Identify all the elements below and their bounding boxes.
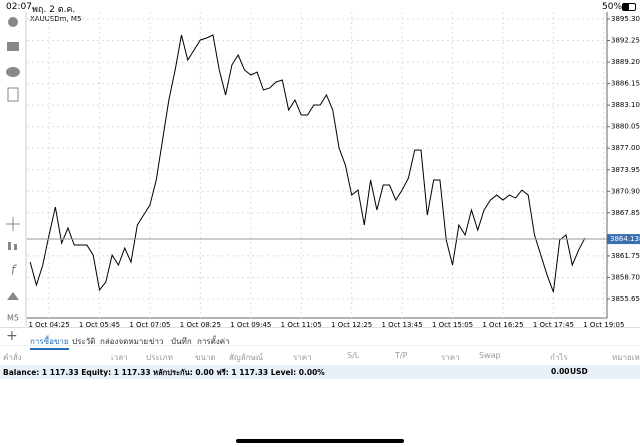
summary-row <box>0 365 640 379</box>
crosshair-icon[interactable] <box>6 217 20 231</box>
last-price-label: 3864.138 <box>610 235 640 243</box>
y-tick-label: 3855.650 <box>611 295 640 303</box>
y-tick-label: 3892.250 <box>611 37 640 45</box>
x-tick-label: 1 Oct 08:25 <box>180 321 221 329</box>
doc-icon[interactable] <box>7 87 19 102</box>
tab[interactable]: ประวัติ <box>72 337 96 346</box>
y-tick-label: 3870.900 <box>611 187 640 195</box>
add-button[interactable]: + <box>6 328 18 344</box>
timeframe-button[interactable]: M5 <box>7 314 19 323</box>
y-tick-label: 3877.000 <box>611 144 640 152</box>
x-tick-label: 1 Oct 09:45 <box>230 321 271 329</box>
x-tick-label: 1 Oct 07:05 <box>129 321 170 329</box>
summary-text: Balance: 1 117.33 Equity: 1 117.33 หลักป… <box>3 368 325 377</box>
column-header: หมายเหตุ <box>612 353 640 362</box>
toolbar[interactable]: f <box>6 17 20 300</box>
column-header: คำสั่ง <box>3 353 22 362</box>
column-header: เวลา <box>111 353 128 362</box>
battery-level: 50% <box>602 2 623 12</box>
x-tick-label: 1 Oct 19:05 <box>583 321 624 329</box>
column-header: กำไร <box>550 353 568 362</box>
column-header: ขนาด <box>195 353 216 362</box>
account-icon[interactable] <box>8 17 18 27</box>
x-tick-label: 1 Oct 05:45 <box>79 321 120 329</box>
tab[interactable]: บันทึก <box>171 337 192 346</box>
summary-currency: USD <box>570 367 588 376</box>
y-tick-label: 3886.150 <box>611 80 640 88</box>
tab[interactable]: การซื้อขาย <box>30 335 69 350</box>
tab[interactable]: ข่าว <box>149 337 164 346</box>
y-tick-label: 3889.200 <box>611 58 640 66</box>
chart-title: XAUUSDm, M5 <box>30 15 81 23</box>
y-tick-label: 3883.100 <box>611 101 640 109</box>
column-header: ราคา <box>293 353 312 362</box>
status-time: 02:07 <box>6 2 32 12</box>
divider <box>0 327 640 328</box>
y-tick-label: 3873.950 <box>611 166 640 174</box>
home-indicator <box>236 439 404 443</box>
column-header: ราคา <box>441 353 460 362</box>
summary-profit: 0.00 <box>551 367 570 376</box>
tab[interactable]: กล่องจดหมาย <box>100 337 149 346</box>
x-tick-label: 1 Oct 15:05 <box>432 321 473 329</box>
column-header: T/P <box>395 351 408 360</box>
x-tick-label: 1 Oct 16:25 <box>482 321 523 329</box>
y-tick-label: 3867.850 <box>611 209 640 217</box>
last-price-box <box>607 234 640 245</box>
x-tick-label: 1 Oct 13:45 <box>382 321 423 329</box>
price-line <box>29 34 586 293</box>
candle-icon[interactable] <box>8 242 11 250</box>
y-tick-label: 3858.700 <box>611 273 640 281</box>
status-date: พฤ. 2 ต.ค. <box>32 5 76 15</box>
x-tick-label: 1 Oct 12:25 <box>331 321 372 329</box>
y-tick-label: 3880.050 <box>611 123 640 131</box>
column-header: S/L <box>347 351 360 360</box>
column-header: ประเภท <box>146 353 173 362</box>
trade-icon[interactable] <box>7 42 19 51</box>
y-tick-label: 3895.300 <box>611 15 640 23</box>
x-tick-label: 1 Oct 04:25 <box>28 321 69 329</box>
column-header: Swap <box>479 351 501 360</box>
tab[interactable]: การตั้งค่า <box>197 337 230 346</box>
indicator-icon[interactable]: f <box>11 264 18 279</box>
divider <box>0 345 640 346</box>
column-header: สัญลักษณ์ <box>229 353 264 362</box>
battery-icon <box>622 3 636 11</box>
x-tick-label: 1 Oct 17:45 <box>533 321 574 329</box>
y-tick-label: 3861.750 <box>611 252 640 260</box>
chat-icon[interactable] <box>6 67 20 77</box>
battery-fill <box>623 4 629 10</box>
x-tick-label: 1 Oct 11:05 <box>281 321 322 329</box>
candle-icon[interactable] <box>14 244 17 250</box>
objects-icon[interactable] <box>7 292 19 300</box>
